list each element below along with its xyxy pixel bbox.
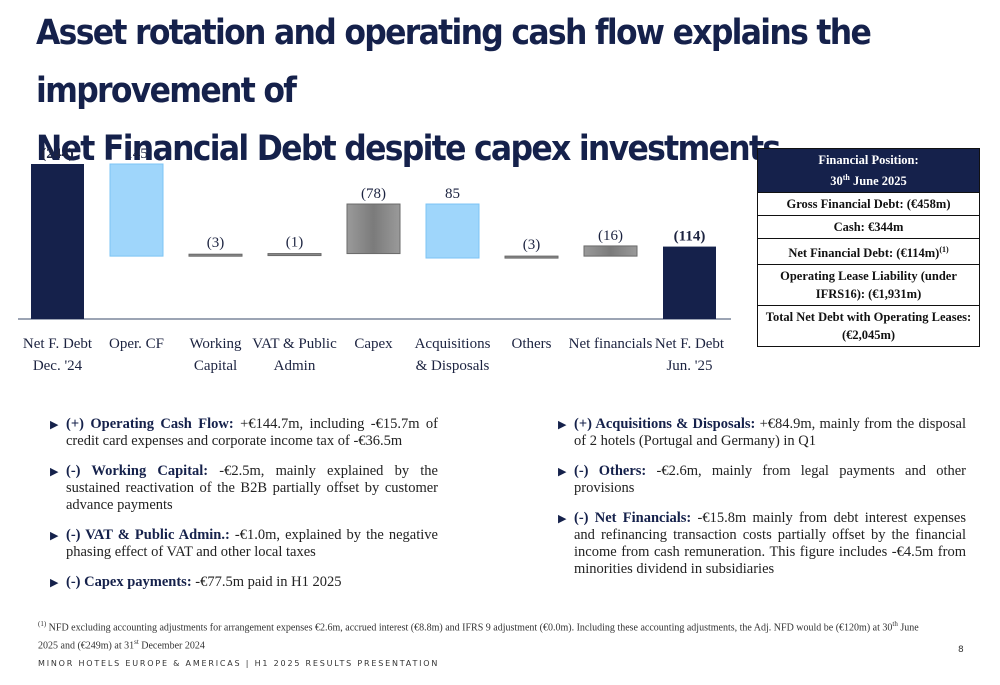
fp-row-total-net-debt: Total Net Debt with Operating Leases: (€… [757, 305, 980, 348]
bullet-acquisitions-disposals: ▶ (+) Acquisitions & Disposals: +€84.9m,… [558, 416, 966, 449]
bullets-left: ▶ (+) Operating Cash Flow: +€144.7m, inc… [38, 416, 438, 604]
category-label-4: Capex [354, 336, 393, 352]
bullet-arrow-icon: ▶ [558, 513, 567, 525]
footnote: (1) NFD excluding accounting adjustments… [38, 620, 919, 652]
bullet-arrow-icon: ▶ [50, 419, 59, 431]
title-line-1: Asset rotation and operating cash flow e… [36, 13, 872, 111]
bullet-arrow-icon: ▶ [558, 466, 567, 478]
bar-5 [425, 203, 480, 259]
data-label-4: (78) [361, 186, 386, 202]
data-label-8: (114) [674, 229, 706, 245]
bar-0 [31, 164, 84, 319]
category-label-0: Net F. Debt Dec. '24 [23, 336, 93, 374]
page-title: Asset rotation and operating cash flow e… [36, 4, 882, 178]
fp-row-lease-liability: Operating Lease Liability (under IFRS16)… [757, 264, 980, 307]
title-line-2: Net Financial Debt despite capex investm… [36, 129, 781, 169]
category-label-2: Working Capital [189, 336, 242, 374]
fp-row-net-debt: Net Financial Debt: (€114m)(1) [757, 238, 980, 266]
data-label-1: 145 [125, 146, 148, 162]
bullet-arrow-icon: ▶ [50, 466, 59, 478]
bullet-operating-cash-flow: ▶ (+) Operating Cash Flow: +€144.7m, inc… [50, 416, 439, 449]
bullet-vat-public-admin: ▶ (-) VAT & Public Admin.: -€1.0m, expla… [50, 527, 438, 560]
bar-7 [583, 245, 638, 257]
data-label-6: (3) [523, 237, 541, 253]
bullet-arrow-icon: ▶ [50, 530, 59, 542]
data-label-3: (1) [286, 235, 304, 251]
category-label-5: Acquisitions & Disposals [415, 336, 491, 374]
bar-1 [109, 163, 164, 257]
bullet-arrow-icon: ▶ [50, 577, 59, 589]
data-label-0: (244) [41, 146, 74, 162]
financial-position-header: Financial Position: 30th June 2025 [757, 147, 980, 194]
fp-row-cash: Cash: €344m [757, 215, 980, 240]
category-label-3: VAT & Public Admin [252, 336, 337, 374]
category-label-7: Net financials [569, 336, 653, 352]
category-label-8: Net F. Debt Jun. '25 [655, 336, 725, 374]
bullet-capex-payments: ▶ (-) Capex payments: -€77.5m paid in H1… [50, 574, 342, 590]
data-label-2: (3) [207, 235, 225, 251]
category-label-1: Oper. CF [109, 336, 164, 352]
footer-text: MINOR HOTELS EUROPE & AMERICAS | H1 2025… [38, 659, 440, 668]
bar-4 [346, 203, 401, 255]
financial-position-table: Financial Position: 30th June 2025 Gross… [757, 147, 980, 348]
bullet-arrow-icon: ▶ [558, 419, 567, 431]
bullet-working-capital: ▶ (-) Working Capital: -€2.5m, mainly ex… [50, 463, 438, 513]
fp-header-line1: Financial Position: [818, 153, 919, 167]
bullets-right: ▶ (+) Acquisitions & Disposals: +€84.9m,… [546, 416, 966, 591]
category-label-6: Others [512, 336, 552, 352]
bar-8 [663, 246, 716, 319]
bar-6 [504, 255, 559, 259]
data-label-7: (16) [598, 228, 623, 244]
bar-2 [188, 253, 243, 257]
bar-3 [267, 253, 322, 257]
fp-row-gross-debt: Gross Financial Debt: (€458m) [757, 192, 980, 217]
data-label-5: 85 [445, 186, 460, 202]
bullet-net-financials: ▶ (-) Net Financials: -€15.8m mainly fro… [558, 510, 966, 577]
waterfall-chart: (244) 145 (3) (1) (78) 85 (3) (16) (114) Net F. … [18, 146, 731, 374]
page-number: 8 [958, 645, 964, 655]
bullet-others: ▶ (-) Others: -€2.6m, mainly from legal … [558, 463, 966, 496]
